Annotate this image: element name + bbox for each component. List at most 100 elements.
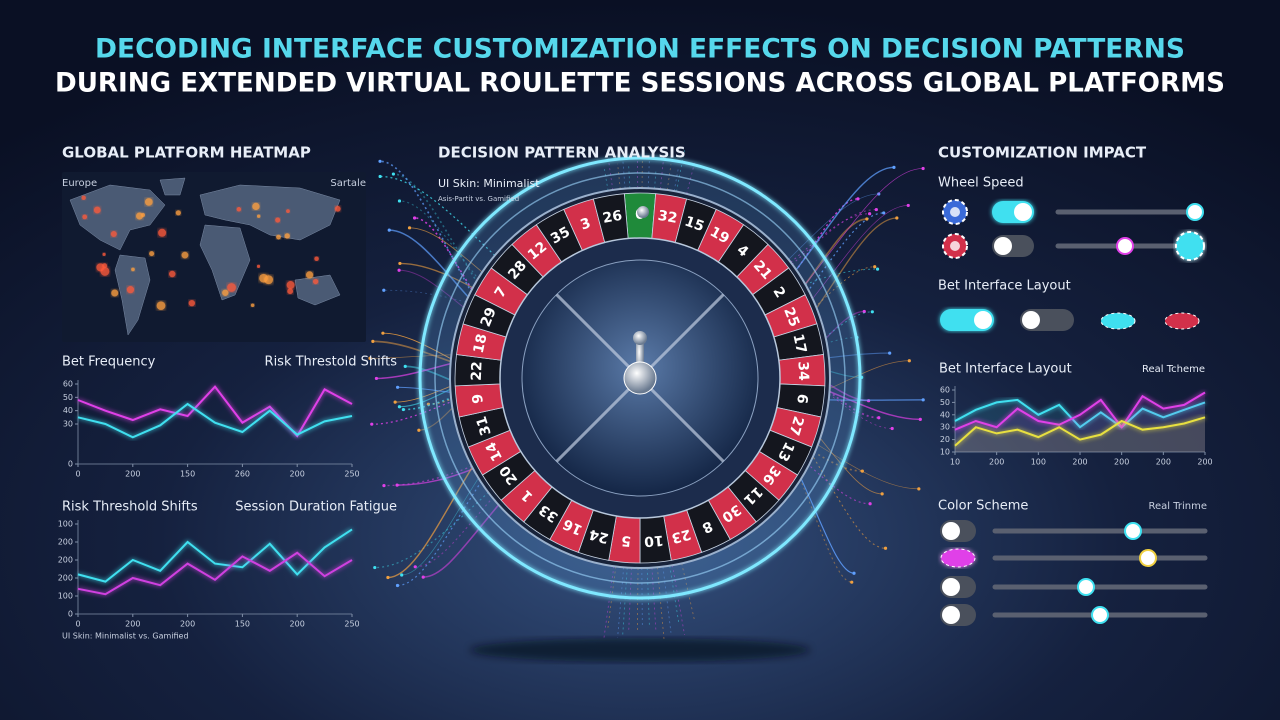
y-tick-label: 100: [58, 520, 73, 529]
hotspot: [314, 256, 319, 261]
x-tick-label: 260: [235, 470, 250, 479]
hotspot: [284, 233, 290, 239]
pocket-number: 32: [657, 208, 679, 227]
x-tick-label: 200: [1114, 458, 1129, 467]
streak-dot: [892, 165, 896, 169]
skin-sub: Asis-Partit vs. Gamified: [438, 195, 519, 203]
slider-knob[interactable]: [1091, 606, 1109, 624]
chip[interactable]: [1164, 312, 1200, 330]
series-line: [77, 528, 353, 583]
streak-dot: [421, 575, 425, 579]
pocket-number: 15: [682, 214, 706, 236]
streak-dot: [368, 356, 372, 360]
hotspot: [169, 270, 176, 278]
y-tick-label: 200: [58, 574, 73, 583]
pocket-number: 25: [780, 305, 802, 329]
streak-dot: [401, 407, 405, 412]
x-tick-label: 200: [1156, 458, 1171, 467]
y-tick-label: 0: [68, 460, 73, 469]
hotspot: [222, 289, 229, 296]
hotspot: [275, 217, 281, 223]
toggle-knob: [942, 522, 960, 540]
streak-dot: [403, 364, 407, 368]
control-note: Real Trinme: [1149, 501, 1208, 512]
slider-knob[interactable]: [1116, 237, 1134, 255]
slider-knob[interactable]: [1186, 203, 1204, 221]
streak-dot: [906, 203, 910, 208]
y-tick-label: 30: [63, 420, 73, 429]
x-tick-label: 250: [344, 620, 359, 629]
hotspot: [236, 207, 242, 212]
streak-dot: [873, 265, 877, 269]
slider-knob[interactable]: [1139, 549, 1157, 567]
section-heading: DECISION PATTERN ANALYSIS: [438, 144, 686, 162]
streak-dot: [382, 483, 386, 488]
chart-subtitle: Session Duration Fatigue: [235, 500, 397, 515]
x-tick-label: 200: [290, 470, 305, 479]
chip[interactable]: [1175, 231, 1205, 261]
chip[interactable]: [940, 548, 976, 568]
hotspot: [100, 266, 110, 276]
x-tick-label: 200: [1197, 458, 1212, 467]
hotspot: [102, 252, 106, 256]
area: [955, 417, 1205, 452]
toggle-knob: [994, 237, 1012, 255]
line-chart: Bet Interface Layout Real Tcheme 10 20 30 40 5…: [939, 362, 1213, 467]
continent: [159, 177, 186, 196]
spoke: [638, 293, 725, 380]
x-tick-label: 100: [1031, 458, 1046, 467]
hotspot: [227, 283, 236, 292]
streak-dot: [417, 428, 421, 432]
pocket-number: 13: [774, 439, 797, 464]
streak-dot: [395, 483, 399, 487]
area: [955, 392, 1205, 452]
streak-dot: [397, 405, 402, 409]
streak-dot: [400, 573, 404, 577]
streak-dot: [877, 416, 881, 420]
streak-dot: [386, 575, 390, 580]
line-chart: Bet Frequency Risk Threstold Shifts 0 30 40 5…: [62, 355, 397, 479]
hotspot: [256, 264, 261, 269]
control-label: Wheel Speed: [938, 176, 1024, 191]
pocket-number: 26: [601, 208, 623, 227]
chart-title: Risk Threshold Shifts: [62, 500, 198, 515]
streak-dot: [371, 339, 375, 343]
spoke: [555, 376, 642, 463]
streak-dot: [875, 267, 880, 271]
hotspot: [111, 289, 119, 297]
hotspot: [286, 281, 295, 290]
streak-dot: [373, 565, 377, 570]
y-tick-label: 50: [63, 393, 73, 402]
skin-label: UI Skin: Minimalist: [438, 177, 540, 190]
glass-rim: [434, 172, 846, 584]
streak-dot: [398, 261, 402, 266]
streak-dot: [862, 309, 866, 314]
hotspot: [252, 202, 260, 211]
streak-dot: [917, 487, 921, 491]
chart-title: Bet Frequency: [62, 355, 156, 370]
streak-dot: [856, 197, 860, 201]
streak-dot: [921, 398, 925, 402]
chart-title: Bet Interface Layout: [939, 362, 1072, 377]
streak-dot: [378, 159, 382, 163]
streak-dot: [378, 174, 382, 179]
streak-dot: [382, 288, 386, 292]
slider-knob[interactable]: [1124, 522, 1142, 540]
continent: [69, 184, 166, 251]
chip[interactable]: [1100, 312, 1136, 330]
y-tick-label: 60: [940, 386, 950, 395]
streak-dot: [874, 207, 878, 212]
toggle-knob: [942, 578, 960, 596]
hotspot: [305, 271, 314, 279]
x-tick-label: 150: [235, 620, 250, 629]
area: [955, 399, 1205, 452]
pocket-number: 34: [794, 361, 811, 381]
slider-knob[interactable]: [1077, 578, 1095, 596]
x-tick-label: 0: [75, 620, 80, 629]
streak-dot: [880, 492, 884, 496]
continent: [199, 184, 341, 241]
controls: [940, 199, 1208, 626]
pocket-number: 24: [587, 525, 610, 545]
hotspot: [141, 213, 146, 217]
